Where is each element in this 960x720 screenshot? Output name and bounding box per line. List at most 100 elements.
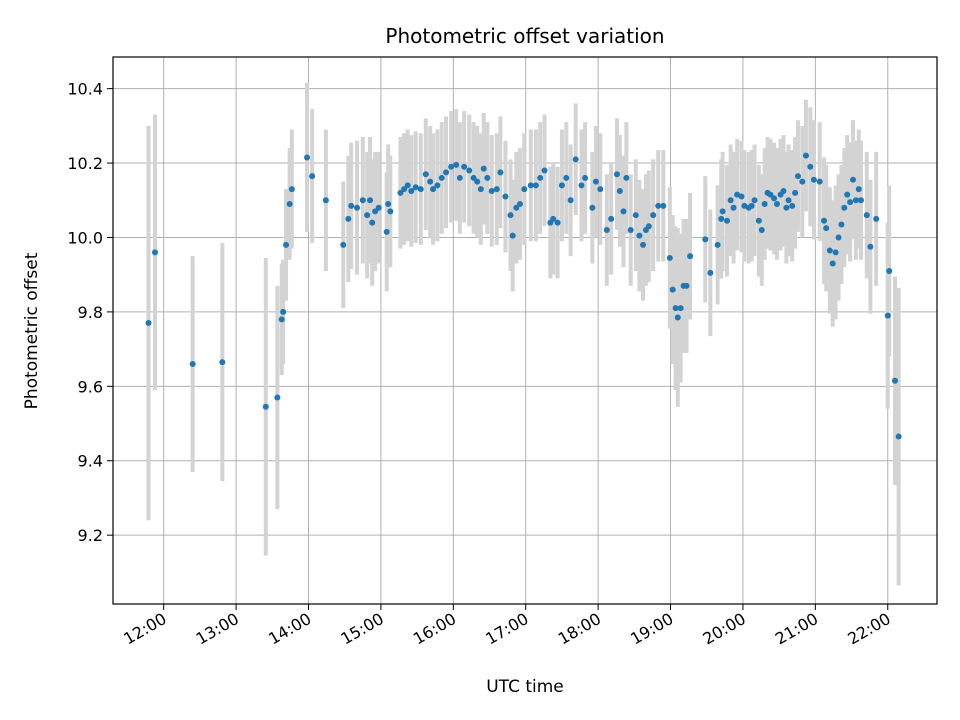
data-point: [438, 174, 445, 181]
data-point: [354, 204, 361, 211]
data-point: [640, 241, 647, 248]
data-point: [829, 260, 836, 267]
data-point: [810, 176, 817, 183]
data-point: [369, 219, 376, 226]
data-point: [603, 227, 610, 234]
data-point: [660, 202, 667, 209]
data-point: [672, 305, 679, 312]
data-point: [707, 269, 714, 276]
data-point: [719, 208, 726, 215]
data-point: [443, 169, 450, 176]
data-point: [507, 212, 514, 219]
data-point: [563, 174, 570, 181]
data-point: [189, 360, 196, 367]
data-point: [683, 282, 690, 289]
data-point: [892, 377, 899, 384]
data-point: [367, 197, 374, 204]
data-point: [359, 197, 366, 204]
data-point: [422, 171, 429, 178]
data-point: [288, 186, 295, 193]
data-point: [669, 286, 676, 293]
data-points: [145, 152, 902, 440]
data-point: [855, 186, 862, 193]
data-point: [632, 212, 639, 219]
data-point: [345, 215, 352, 222]
data-point: [375, 204, 382, 211]
data-point: [470, 174, 477, 181]
data-point: [838, 221, 845, 228]
data-point: [567, 197, 574, 204]
data-point: [852, 197, 859, 204]
data-point: [816, 178, 823, 185]
data-point: [597, 186, 604, 193]
data-point: [677, 305, 684, 312]
data-point: [322, 197, 329, 204]
data-point: [636, 232, 643, 239]
data-point: [521, 186, 528, 193]
data-point: [280, 308, 287, 315]
data-point: [592, 178, 599, 185]
data-point: [283, 241, 290, 248]
data-point: [771, 195, 778, 202]
data-point: [278, 316, 285, 323]
data-point: [541, 167, 548, 174]
y-tick-label: 9.6: [78, 377, 103, 396]
data-point: [417, 186, 424, 193]
data-point: [873, 215, 880, 222]
data-point: [835, 234, 842, 241]
data-point: [578, 182, 585, 189]
data-point: [847, 199, 854, 206]
data-point: [783, 204, 790, 211]
data-point: [620, 208, 627, 215]
data-point: [456, 174, 463, 181]
data-point: [550, 215, 557, 222]
data-point: [364, 212, 371, 219]
data-point: [724, 217, 731, 224]
data-point: [655, 202, 662, 209]
data-point: [385, 200, 392, 207]
data-point: [448, 163, 455, 170]
data-point: [145, 320, 152, 327]
data-point: [867, 243, 874, 250]
data-point: [758, 227, 765, 234]
data-point: [823, 225, 830, 232]
data-point: [408, 187, 415, 194]
data-point: [453, 161, 460, 168]
data-point: [857, 197, 864, 204]
data-point: [789, 202, 796, 209]
data-point: [767, 191, 774, 198]
data-point: [572, 156, 579, 163]
data-point: [738, 193, 745, 200]
x-axis-label: UTC time: [486, 677, 564, 697]
data-point: [714, 241, 721, 248]
data-point: [484, 174, 491, 181]
data-point: [509, 232, 516, 239]
data-point: [466, 167, 473, 174]
data-point: [537, 174, 544, 181]
chart-title: Photometric offset variation: [385, 24, 664, 48]
y-tick-label: 9.8: [78, 303, 103, 322]
data-point: [755, 217, 762, 224]
data-point: [844, 191, 851, 198]
data-point: [497, 169, 504, 176]
y-tick-label: 9.4: [78, 452, 103, 471]
data-point: [821, 217, 828, 224]
data-point: [802, 152, 809, 159]
data-point: [850, 176, 857, 183]
data-point: [608, 215, 615, 222]
data-point: [527, 182, 534, 189]
data-point: [687, 253, 694, 260]
data-point: [761, 200, 768, 207]
y-tick-label: 9.2: [78, 526, 103, 545]
data-point: [748, 202, 755, 209]
data-point: [516, 200, 523, 207]
data-point: [751, 197, 758, 204]
data-point: [627, 227, 634, 234]
data-point: [650, 212, 657, 219]
data-point: [832, 249, 839, 256]
data-point: [532, 182, 539, 189]
data-point: [274, 394, 281, 401]
data-point: [401, 186, 408, 193]
data-point: [794, 173, 801, 180]
